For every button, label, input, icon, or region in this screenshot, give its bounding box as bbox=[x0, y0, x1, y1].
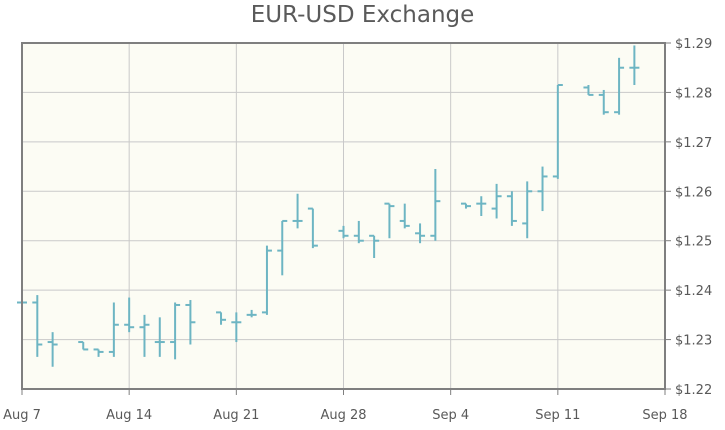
ohlc-bar bbox=[369, 234, 380, 259]
x-tick-label: Aug 7 bbox=[3, 408, 41, 423]
ohlc-bar bbox=[430, 169, 441, 241]
ohlc-bar bbox=[522, 181, 533, 239]
ohlc-bar bbox=[460, 202, 471, 209]
x-tick-label: Aug 14 bbox=[106, 408, 152, 423]
ohlc-bar bbox=[139, 314, 150, 357]
ohlc-bar bbox=[506, 191, 517, 226]
ohlc-bar bbox=[614, 57, 625, 115]
ohlc-bar bbox=[246, 309, 257, 318]
ohlc-bar bbox=[338, 225, 349, 239]
ohlc-bar bbox=[78, 341, 89, 351]
ohlc-bar bbox=[32, 295, 43, 357]
ohlc-bar bbox=[307, 207, 318, 249]
x-tick-label: Sep 18 bbox=[642, 408, 687, 423]
ohlc-bar bbox=[476, 196, 487, 216]
ohlc-bar bbox=[277, 219, 288, 276]
ohlc-bar bbox=[537, 166, 548, 212]
y-tick-label: $1.29 bbox=[675, 37, 712, 52]
ohlc-bar bbox=[552, 84, 563, 179]
ohlc-bar bbox=[154, 317, 165, 357]
ohlc-bar bbox=[399, 203, 410, 229]
ohlc-bar bbox=[292, 193, 303, 229]
x-tick-label: Sep 11 bbox=[535, 408, 580, 423]
ohlc-bar bbox=[93, 348, 104, 357]
y-tick-label: $1.26 bbox=[675, 185, 712, 200]
x-tick-label: Aug 28 bbox=[320, 408, 366, 423]
x-tick-label: Sep 4 bbox=[432, 408, 469, 423]
ohlc-bar bbox=[170, 302, 181, 360]
y-tick-label: $1.23 bbox=[675, 334, 712, 349]
ohlc-bar bbox=[216, 311, 227, 325]
x-tick-label: Aug 21 bbox=[213, 408, 259, 423]
ohlc-bar bbox=[261, 245, 272, 315]
y-tick-label: $1.24 bbox=[675, 284, 712, 299]
ohlc-bar bbox=[415, 223, 426, 244]
ohlc-bar bbox=[108, 302, 119, 357]
y-tick-label: $1.25 bbox=[675, 235, 712, 250]
ohlc-bar bbox=[231, 312, 242, 343]
y-axis: $1.22 $1.23 $1.24 $1.25 $1.26 $1.27 $1.28 $1.29 bbox=[665, 37, 712, 398]
x-axis: Aug 7 Aug 14 Aug 21 Aug 28 Sep 4 Sep 11 Sep 18 bbox=[3, 389, 688, 423]
ohlc-bar bbox=[47, 332, 58, 367]
y-tick-label: $1.22 bbox=[675, 383, 712, 398]
y-tick-label: $1.28 bbox=[675, 86, 712, 101]
ohlc-bar bbox=[124, 297, 135, 333]
ohlc-bar bbox=[629, 45, 640, 86]
y-tick-label: $1.27 bbox=[675, 136, 712, 151]
ohlc-bar bbox=[583, 85, 594, 96]
ohlc-bar bbox=[491, 183, 502, 219]
ohlc-bar bbox=[598, 89, 609, 115]
ohlc-bar bbox=[353, 220, 364, 244]
ohlc-bar bbox=[185, 300, 196, 345]
chart-title: EUR-USD Exchange bbox=[250, 2, 475, 28]
ohlc-bar bbox=[384, 202, 395, 239]
